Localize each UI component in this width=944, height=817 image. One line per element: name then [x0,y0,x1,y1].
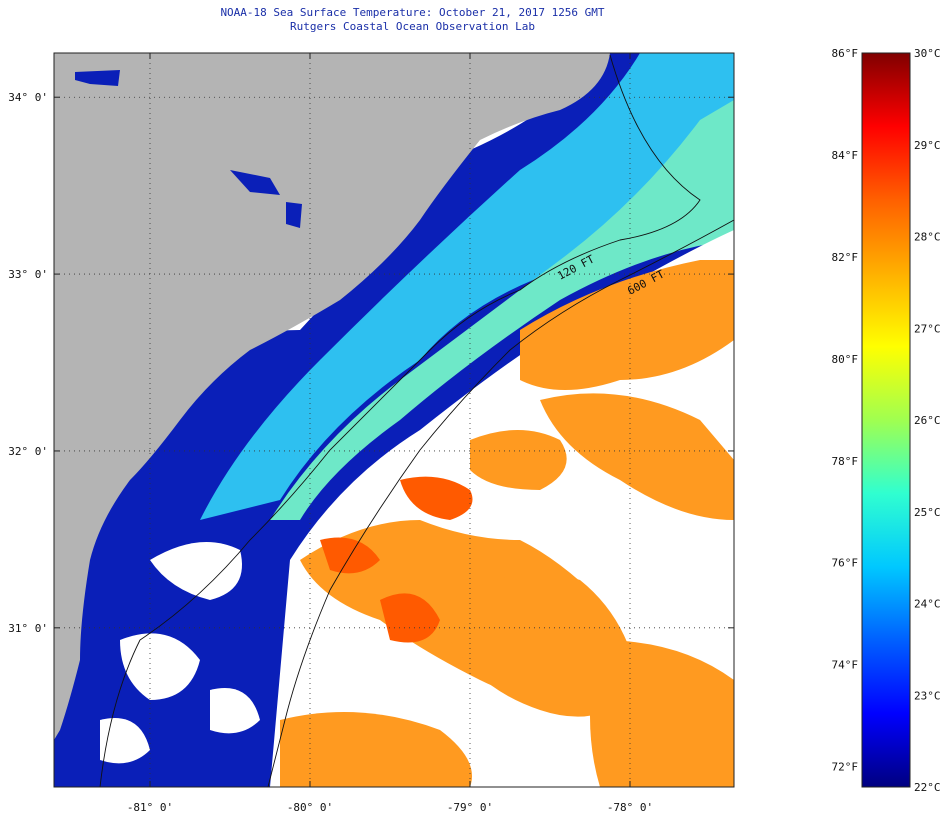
latitude-tick-label: 33° 0' [8,268,48,281]
outer-shelf-water [270,100,734,520]
inland-lake [286,202,302,228]
fahrenheit-label: 72°F [832,761,859,774]
longitude-tick-label: -81° 0' [127,801,173,814]
latitude-tick-label: 34° 0' [8,91,48,104]
fahrenheit-label: 74°F [832,659,859,672]
land [54,53,610,740]
map-subtitle: Rutgers Coastal Ocean Observation Lab [289,20,536,33]
map-frame [53,52,735,788]
inland-lake [75,70,120,86]
celsius-label: 30°C [914,47,941,60]
celsius-label: 25°C [914,506,941,519]
celsius-label: 27°C [914,322,941,335]
sst-map [54,53,734,787]
contour-600ft [267,219,734,787]
celsius-label: 26°C [914,414,941,427]
celsius-label: 29°C [914,139,941,152]
longitude-tick-label: -79° 0' [447,801,493,814]
map-title: NOAA-18 Sea Surface Temperature: October… [220,6,605,19]
graticule [54,53,734,787]
southern-clouds [100,542,260,764]
latitude-axis: 34° 0' 33° 0' 32° 0' 31° 0' [8,91,734,635]
celsius-label: 22°C [914,781,941,794]
fahrenheit-label: 82°F [832,251,859,264]
celsius-label: 28°C [914,231,941,244]
contour-120ft [99,54,701,787]
longitude-axis: -81° 0' -80° 0' -79° 0' -78° 0' [127,53,653,814]
fahrenheit-label: 84°F [832,149,859,162]
latitude-tick-label: 31° 0' [8,622,48,635]
gulf-stream-warm-water [280,260,734,787]
fahrenheit-label: 80°F [832,353,859,366]
inland-lake [230,170,280,195]
celsius-label: 24°C [914,598,941,611]
fahrenheit-label: 78°F [832,455,859,468]
colorbar-ticks: 30°C 29°C 28°C 27°C 26°C 25°C 24°C 23°C 22°C 86°F… [832,47,941,794]
fahrenheit-label: 76°F [832,557,859,570]
longitude-tick-label: -80° 0' [287,801,333,814]
midshelf-water [200,53,734,520]
longitude-tick-label: -78° 0' [607,801,653,814]
fahrenheit-label: 86°F [832,47,859,60]
celsius-label: 23°C [914,689,941,702]
temperature-colorbar [861,52,911,788]
latitude-tick-label: 32° 0' [8,445,48,458]
